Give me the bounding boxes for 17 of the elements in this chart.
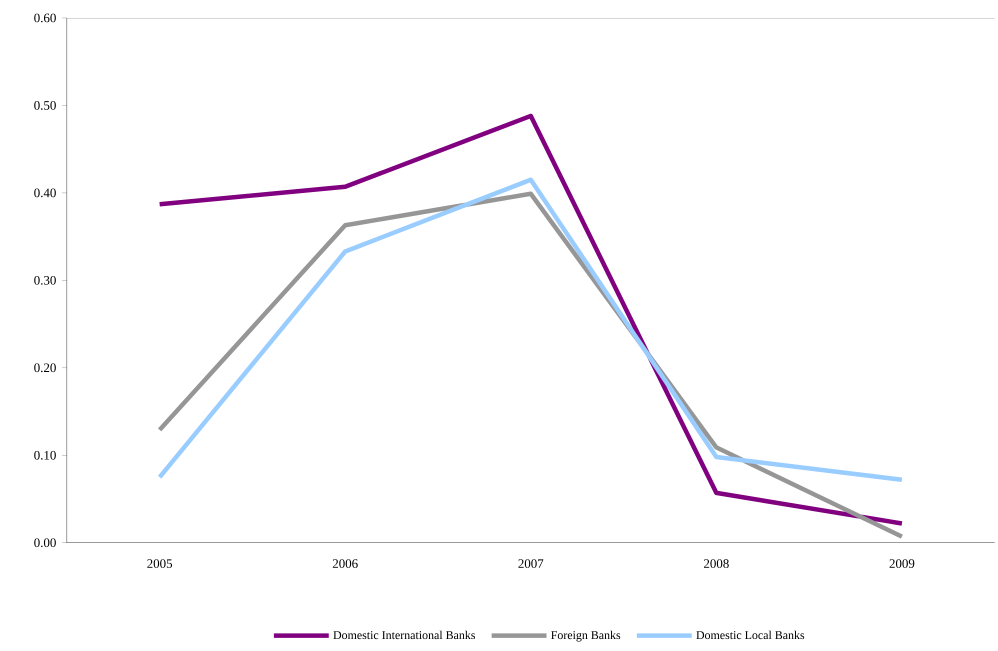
line-series xyxy=(157,113,904,526)
legend-label: Foreign Banks xyxy=(551,630,620,642)
y-tick-label: 0.10 xyxy=(34,450,56,460)
legend-label: Domestic International Banks xyxy=(333,630,476,639)
y-tick-label: 0.50 xyxy=(34,100,56,110)
line-series xyxy=(157,177,904,482)
y-tick-label: 0.20 xyxy=(34,363,56,372)
y-tick-label: 0.40 xyxy=(34,188,56,198)
y-tick-label: 0.30 xyxy=(34,276,56,285)
x-tick-label: 2005 xyxy=(147,558,172,568)
x-tick-label: 2006 xyxy=(332,558,358,568)
y-tick-label: 0.00 xyxy=(34,538,56,547)
x-tick-label: 2008 xyxy=(704,558,729,568)
x-tick-label: 2007 xyxy=(518,558,544,568)
x-tick-label: 2009 xyxy=(890,558,914,568)
legend-label: Domestic Local Banks xyxy=(696,630,804,639)
y-tick-label: 0.60 xyxy=(34,13,56,22)
